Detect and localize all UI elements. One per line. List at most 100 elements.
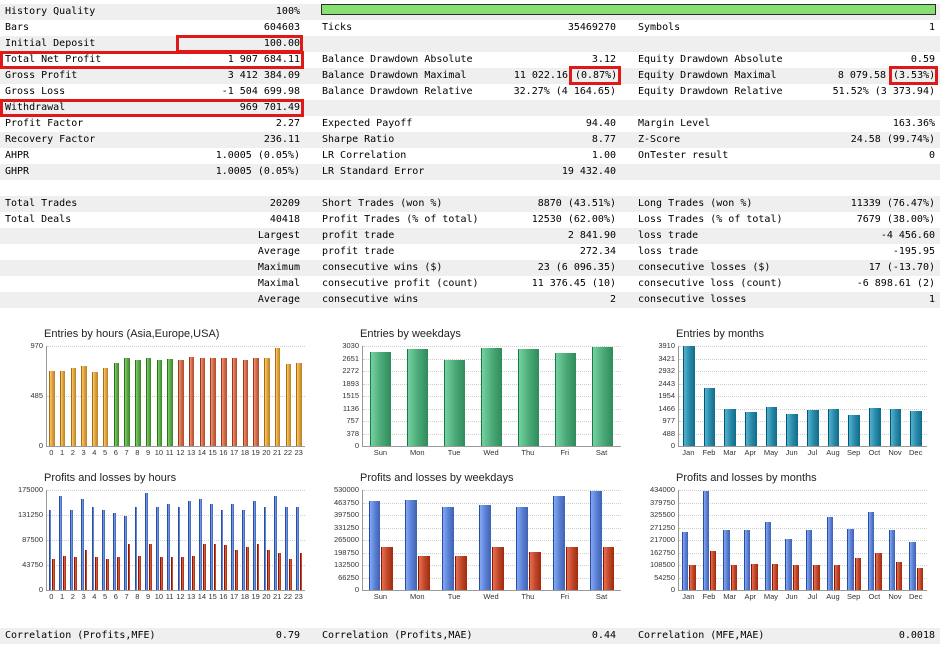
bar — [102, 367, 109, 446]
row-total-deals: Total Deals 40418 Profit Trades (% of to… — [0, 212, 940, 228]
ahpr-label: AHPR — [5, 150, 30, 161]
x-tick-label: 14 — [197, 448, 207, 457]
y-tick-label: 54250 — [654, 572, 675, 582]
y-tick-label: 977 — [662, 416, 675, 425]
x-tick-label: 15 — [208, 448, 217, 457]
y-tick-label: 530000 — [333, 485, 359, 494]
bar — [854, 557, 861, 590]
row-gross-loss: Gross Loss -1 504 699.98 Balance Drawdow… — [0, 84, 940, 100]
bar — [730, 564, 737, 590]
recovery-factor-value: 236.11 — [263, 134, 300, 145]
row-ghpr: GHPR 1.0005 (0.05%) LR Standard Error 19… — [0, 164, 940, 180]
bar — [166, 504, 170, 590]
bar — [199, 358, 206, 446]
bar — [370, 351, 392, 446]
x-tick-label: Thu — [521, 448, 535, 457]
x-tick-label: 19 — [251, 592, 260, 601]
row-total-trades: Total Trades 20209 Short Trades (won %) … — [0, 196, 940, 212]
maximal-loss-label: consecutive loss (count) — [638, 278, 783, 289]
x-tick-label: 21 — [272, 592, 282, 601]
maximum-label: Maximum — [257, 262, 300, 273]
profit-factor-label: Profit Factor — [5, 118, 84, 129]
bar — [826, 517, 833, 590]
x-tick-label: 3 — [81, 448, 86, 457]
history-quality-value: 100% — [275, 6, 300, 17]
y-tick-label: 175000 — [17, 485, 43, 494]
bar — [875, 553, 882, 590]
x-tick-label: 10 — [154, 592, 164, 601]
y-tick-label: 1515 — [342, 391, 359, 400]
chart-title: Entries by months — [676, 328, 765, 340]
bar — [442, 506, 455, 590]
bar — [267, 550, 271, 590]
bar — [405, 500, 418, 590]
y-tick-label: 1136 — [342, 403, 359, 413]
margin-level-label: Margin Level — [638, 118, 711, 129]
bar — [785, 539, 792, 590]
ticks-value: 35469270 — [567, 22, 616, 33]
bar — [202, 544, 206, 590]
equity-dd-max-value: 8 079.58 — [837, 70, 886, 81]
bar — [95, 556, 99, 590]
row-bars: Bars 604603 Ticks 35469270 Symbols 1 — [0, 20, 940, 36]
bar — [724, 408, 736, 446]
y-tick-label: 131250 — [17, 510, 43, 519]
x-tick-label: 8 — [135, 592, 140, 601]
row-ahpr: AHPR 1.0005 (0.05%) LR Correlation 1.00 … — [0, 148, 940, 164]
long-trades-label: Long Trades (won %) — [638, 198, 753, 209]
total-trades-label: Total Trades — [5, 198, 78, 209]
y-tick-label: 265000 — [333, 535, 359, 544]
row-withdrawal: Withdrawal 969 701.49 — [0, 100, 940, 116]
bar — [256, 544, 260, 590]
grid-line — [679, 577, 927, 579]
average-loss-label: loss trade — [638, 246, 699, 257]
bar — [703, 388, 716, 446]
bar — [278, 552, 281, 590]
chart-title: Entries by hours (Asia,Europe,USA) — [44, 328, 220, 340]
balance-dd-abs-value: 3.12 — [591, 54, 616, 65]
x-tick-label: 13 — [186, 448, 196, 457]
plot-area — [362, 490, 621, 591]
bar — [807, 410, 819, 446]
plot-area — [678, 490, 927, 591]
y-tick-label: 463750 — [333, 497, 359, 507]
maximal-profit-value: 11 376.45 (10) — [531, 278, 616, 289]
x-tick-label: Tue — [447, 448, 461, 457]
bar — [181, 556, 185, 590]
x-tick-label: 6 — [113, 592, 118, 601]
bar — [220, 510, 224, 590]
grid-line — [679, 408, 927, 410]
y-tick-label: 397500 — [333, 510, 359, 519]
bar — [751, 563, 758, 590]
bar — [916, 568, 923, 590]
symbols-value: 1 — [928, 22, 935, 33]
x-tick-label: 11 — [165, 592, 174, 601]
x-tick-label: 1 — [60, 592, 65, 601]
ontester-value: 0 — [928, 150, 935, 161]
bar — [299, 552, 303, 590]
x-tick-label: Wed — [483, 448, 499, 457]
y-tick-label: 485 — [30, 391, 43, 400]
y-tick-label: 108500 — [649, 560, 675, 569]
grid-line — [679, 527, 927, 529]
average-profit-value: 272.34 — [579, 246, 616, 257]
x-tick-label: 18 — [240, 448, 250, 457]
z-score-value: 24.58 (99.74%) — [850, 134, 935, 145]
x-tick-label: 22 — [283, 448, 293, 457]
bar — [295, 507, 299, 590]
x-tick-label: 6 — [113, 448, 118, 457]
grid-line — [679, 490, 927, 491]
x-tick-label: 4 — [92, 448, 97, 457]
y-tick-label: 2651 — [342, 353, 359, 363]
y-tick-label: 0 — [670, 585, 675, 594]
corr-mfe-mae-label: Correlation (MFE,MAE) — [638, 630, 765, 641]
maximum-loss-value: 17 (-13.70) — [868, 262, 935, 273]
bar — [91, 507, 95, 590]
bar — [80, 498, 84, 590]
y-tick-label: 43750 — [22, 560, 43, 569]
x-tick-label: Aug — [826, 592, 840, 601]
x-tick-label: 5 — [103, 448, 108, 457]
bar — [70, 510, 73, 590]
largest-loss-value: -4 456.60 — [880, 230, 935, 241]
x-tick-label: 5 — [103, 592, 108, 601]
